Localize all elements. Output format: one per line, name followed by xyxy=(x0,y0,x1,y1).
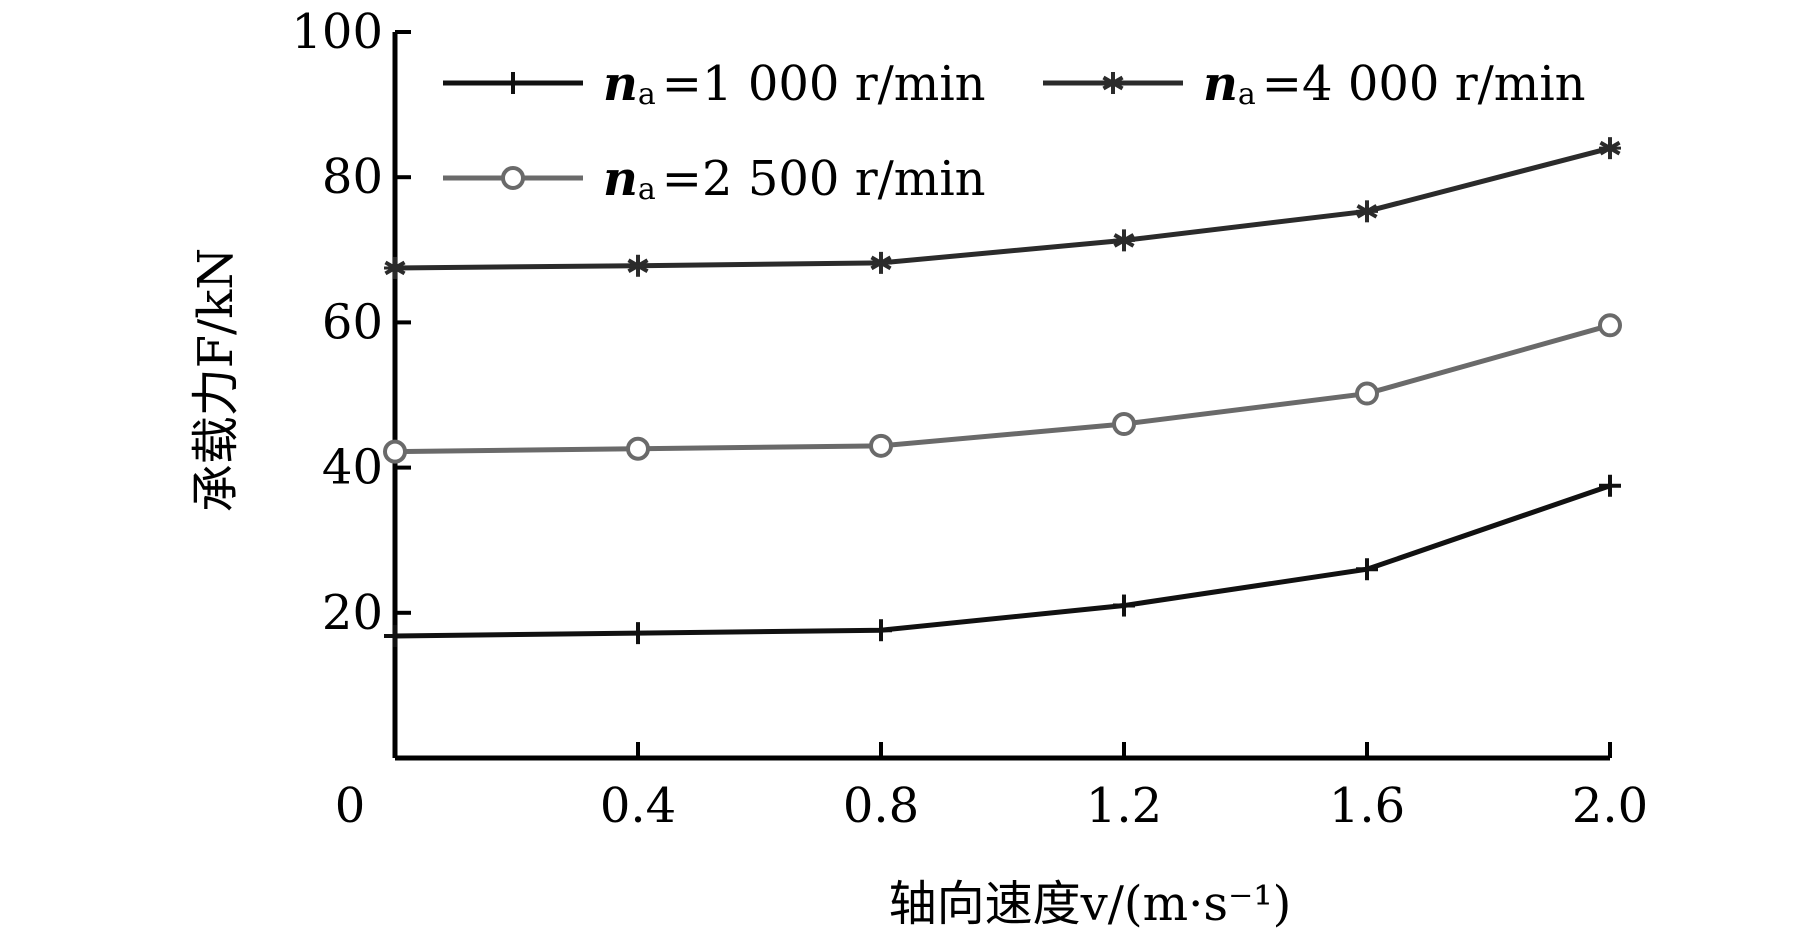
data-point xyxy=(383,439,407,464)
series-2 xyxy=(384,137,1621,279)
data-point xyxy=(1598,313,1622,338)
x-tick-label: 1.6 xyxy=(1329,778,1405,834)
data-point xyxy=(1599,474,1621,497)
y-tick-label: 20 xyxy=(322,585,383,641)
data-point xyxy=(1356,200,1378,223)
legend: na =1 000 r/min na =4 000 r/min na =2 500 r/m… xyxy=(443,56,1586,207)
series-line xyxy=(394,145,1611,271)
data-point xyxy=(1113,229,1135,252)
data-point xyxy=(384,256,406,279)
x-tick-label: 1.2 xyxy=(1086,778,1162,834)
y-tick-label: 60 xyxy=(322,294,383,350)
data-point xyxy=(1599,137,1621,160)
y-axis-title: 承载力F/kN xyxy=(188,248,244,513)
data-point xyxy=(869,433,893,458)
data-point xyxy=(384,625,406,648)
x-axis-title: 轴向速度v/(m·s⁻¹) xyxy=(889,876,1292,932)
legend-item: na =1 000 r/min xyxy=(443,56,986,112)
data-point xyxy=(870,251,892,274)
series-3 xyxy=(383,313,1622,464)
legend-label: na =2 500 r/min xyxy=(603,151,986,207)
legend-item: na =2 500 r/min xyxy=(443,151,986,207)
legend-label: na =1 000 r/min xyxy=(603,56,986,112)
series-layer xyxy=(383,137,1622,648)
x-origin-label: 0 xyxy=(335,778,366,834)
data-point xyxy=(626,436,650,461)
data-point xyxy=(1113,594,1135,617)
x-tick-label: 2.0 xyxy=(1572,778,1648,834)
series-1 xyxy=(384,474,1621,648)
legend-label: na =4 000 r/min xyxy=(1203,56,1586,112)
data-point xyxy=(627,254,649,277)
axes: 20 40 60 80 100 0.4 0.8 1.2 1.6 2.0 0 xyxy=(291,4,1648,834)
legend-item: na =4 000 r/min xyxy=(1043,56,1586,112)
legend-marker xyxy=(501,166,525,190)
series-line xyxy=(394,483,1611,639)
legend-marker xyxy=(1102,72,1124,94)
y-tick-label: 40 xyxy=(322,440,383,496)
data-point xyxy=(1355,381,1379,406)
y-tick-label: 80 xyxy=(322,149,383,205)
data-point xyxy=(1112,412,1136,437)
data-point xyxy=(870,619,892,642)
data-point xyxy=(627,622,649,645)
legend-marker xyxy=(502,72,524,94)
data-point xyxy=(1356,558,1378,581)
series-line xyxy=(394,322,1611,455)
x-tick-label: 0.4 xyxy=(600,778,676,834)
x-tick-label: 0.8 xyxy=(843,778,919,834)
y-tick-label: 100 xyxy=(291,4,383,60)
